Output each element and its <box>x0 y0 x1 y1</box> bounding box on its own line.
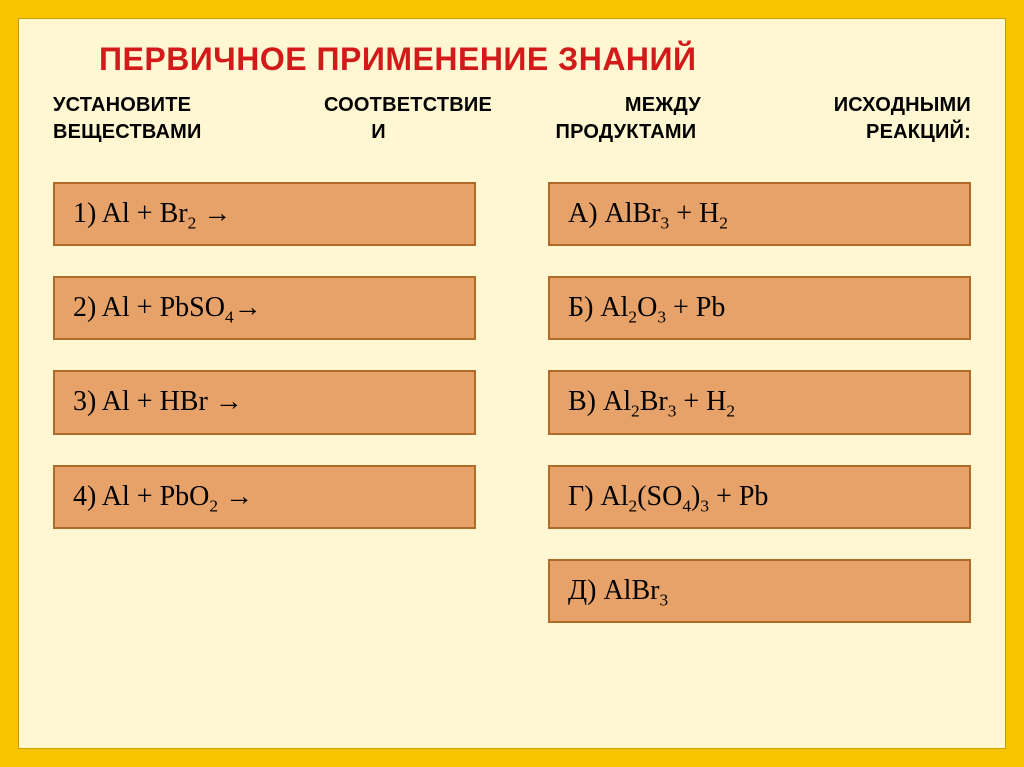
product-card-b: Б) Al2O3 + Pb <box>548 276 971 340</box>
card-prefix: В) <box>568 386 603 417</box>
right-column: А) AlBr3 + H2 Б) Al2O3 + Pb В) Al2Br3 + … <box>548 182 971 623</box>
card-prefix: Б) <box>568 292 600 323</box>
p3: + Pb <box>666 292 725 323</box>
card-formula-post: → <box>234 292 262 323</box>
p1: AlBr <box>603 575 659 606</box>
card-prefix: 3) <box>73 386 102 417</box>
p3: ) <box>691 481 700 512</box>
s2: 3 <box>657 308 666 327</box>
card-formula-pre: Al + PbO <box>102 481 210 512</box>
slide-panel: ПЕРВИЧНОЕ ПРИМЕНЕНИЕ ЗНАНИЙ УСТАНОВИТЕ С… <box>18 18 1006 749</box>
s1: 2 <box>629 496 638 515</box>
card-prefix: 2) <box>73 292 102 323</box>
s3: 3 <box>700 496 709 515</box>
s1: 2 <box>628 308 637 327</box>
card-sub: 4 <box>225 308 234 327</box>
card-formula-post: → <box>196 198 231 229</box>
card-formula-post: → <box>218 481 253 512</box>
p2: (SO <box>637 481 682 512</box>
p1: Al <box>603 386 631 417</box>
reactant-card-1: 1) Al + Br2 → <box>53 182 476 246</box>
p2: Br <box>640 386 668 417</box>
s3: 2 <box>726 402 735 421</box>
slide-subtitle: УСТАНОВИТЕ СООТВЕТСТВИЕ МЕЖДУ ИСХОДНЫМИ … <box>53 92 971 146</box>
p4: + Pb <box>709 481 768 512</box>
s1: 3 <box>659 590 668 609</box>
card-prefix: 4) <box>73 481 102 512</box>
columns-wrapper: 1) Al + Br2 → 2) Al + PbSO4→ 3) Al + HBr… <box>53 182 971 623</box>
slide-title: ПЕРВИЧНОЕ ПРИМЕНЕНИЕ ЗНАНИЙ <box>99 41 971 78</box>
reactant-card-4: 4) Al + PbO2 → <box>53 465 476 529</box>
card-sub: 2 <box>209 496 218 515</box>
p1: Al <box>600 292 628 323</box>
reactant-card-2: 2) Al + PbSO4→ <box>53 276 476 340</box>
card-formula-pre: Al + Br <box>102 198 188 229</box>
card-formula-pre: Al + HBr → <box>102 386 243 417</box>
card-sub: 2 <box>188 214 197 233</box>
reactant-card-3: 3) Al + HBr → <box>53 370 476 434</box>
s2: 4 <box>682 496 691 515</box>
subtitle-line-2: ВЕЩЕСТВАМИ И ПРОДУКТАМИ РЕАКЦИЙ: <box>53 121 971 143</box>
p3: + H <box>676 386 726 417</box>
subtitle-line-1: УСТАНОВИТЕ СООТВЕТСТВИЕ МЕЖДУ ИСХОДНЫМИ <box>53 94 971 116</box>
card-prefix: А) <box>568 198 605 229</box>
s1: 2 <box>631 402 640 421</box>
card-prefix: Д) <box>568 575 603 606</box>
product-card-v: В) Al2Br3 + H2 <box>548 370 971 434</box>
s1: 3 <box>661 214 670 233</box>
left-column: 1) Al + Br2 → 2) Al + PbSO4→ 3) Al + HBr… <box>53 182 476 623</box>
p1: Al <box>601 481 629 512</box>
s2: 2 <box>719 214 728 233</box>
slide-frame: ПЕРВИЧНОЕ ПРИМЕНЕНИЕ ЗНАНИЙ УСТАНОВИТЕ С… <box>0 0 1024 767</box>
p2: + H <box>669 198 719 229</box>
card-formula-pre: Al + PbSO <box>102 292 225 323</box>
p1: AlBr <box>605 198 661 229</box>
card-prefix: 1) <box>73 198 102 229</box>
product-card-a: А) AlBr3 + H2 <box>548 182 971 246</box>
product-card-d: Д) AlBr3 <box>548 559 971 623</box>
card-prefix: Г) <box>568 481 601 512</box>
product-card-g: Г) Al2(SO4)3 + Pb <box>548 465 971 529</box>
p2: O <box>637 292 657 323</box>
